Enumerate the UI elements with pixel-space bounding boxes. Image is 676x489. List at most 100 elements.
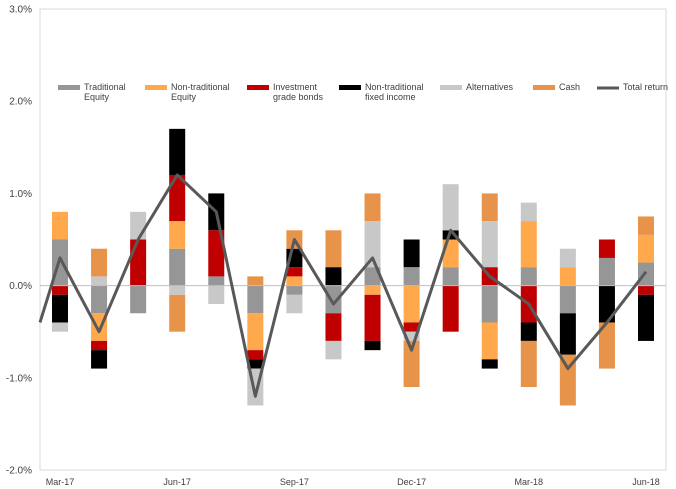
bar-segment-series-5-cat-3 bbox=[169, 294, 186, 332]
bar-segment-series-4-cat-11 bbox=[481, 221, 498, 268]
bar-segment-series-5-cat-5 bbox=[247, 276, 264, 286]
bar-segment-series-3-cat-3 bbox=[169, 128, 186, 175]
bar-segment-series-0-cat-13 bbox=[559, 285, 576, 314]
bar-segment-series-3-cat-12 bbox=[520, 322, 537, 341]
legend-label-4: Alternatives bbox=[466, 82, 514, 92]
bar-segment-series-2-cat-15 bbox=[638, 285, 654, 295]
bar-segment-series-4-cat-8 bbox=[364, 221, 381, 268]
x-tick-label: Jun-17 bbox=[163, 477, 191, 487]
bar-segment-series-3-cat-11 bbox=[481, 359, 498, 369]
bar-segment-series-0-cat-8 bbox=[364, 267, 381, 286]
legend-label-2: Investment grade bonds bbox=[273, 82, 324, 102]
x-axis: Mar-17 Jun-17 Sep-17 Dec-17 Mar-18 Jun-18 bbox=[46, 477, 660, 487]
bar-segment-series-0-cat-10 bbox=[442, 267, 459, 286]
bar-segment-series-2-cat-1 bbox=[91, 340, 108, 351]
bar-segment-series-5-cat-12 bbox=[520, 340, 537, 388]
legend-swatch-2 bbox=[247, 85, 269, 90]
bar-segment-series-0-cat-6 bbox=[286, 285, 303, 295]
bar-segment-series-2-cat-2 bbox=[130, 239, 147, 286]
bar-segment-series-1-cat-6 bbox=[286, 276, 303, 286]
bar-segment-series-2-cat-10 bbox=[442, 285, 459, 332]
y-tick-label: -1.0% bbox=[6, 373, 32, 384]
x-tick-label: Mar-18 bbox=[515, 477, 544, 487]
bar-segment-series-1-cat-12 bbox=[520, 221, 537, 268]
bar-segment-series-0-cat-4 bbox=[208, 276, 225, 286]
bar-segment-series-0-cat-9 bbox=[403, 267, 420, 286]
bar-segment-series-5-cat-9 bbox=[403, 340, 420, 388]
legend-label-3: Non-traditional fixed income bbox=[365, 82, 424, 102]
bar-segment-series-5-cat-11 bbox=[481, 193, 498, 222]
bar-segment-series-4-cat-12 bbox=[520, 202, 537, 222]
y-tick-label: 2.0% bbox=[9, 97, 32, 108]
x-tick-label: Jun-18 bbox=[632, 477, 660, 487]
bar-segment-series-1-cat-0 bbox=[52, 211, 68, 240]
bar-segment-series-0-cat-12 bbox=[520, 267, 537, 286]
legend-swatch-3 bbox=[339, 85, 361, 90]
bar-segment-series-3-cat-5 bbox=[247, 359, 264, 369]
legend-label-1: Non-traditional Equity bbox=[171, 82, 230, 102]
legend-swatch-0 bbox=[58, 85, 80, 90]
y-axis: -2.0% -1.0% 0.0% 1.0% 2.0% 3.0% bbox=[6, 5, 32, 477]
bar-segment-series-2-cat-5 bbox=[247, 350, 264, 360]
x-tick-label: Mar-17 bbox=[46, 477, 75, 487]
bar-segment-series-2-cat-7 bbox=[325, 313, 342, 341]
bar-segment-series-1-cat-13 bbox=[559, 267, 576, 286]
bar-segment-series-4-cat-1 bbox=[91, 276, 108, 286]
bar-segment-series-2-cat-3 bbox=[169, 174, 186, 222]
bar-segment-series-4-cat-4 bbox=[208, 285, 225, 305]
bar-segment-series-5-cat-14 bbox=[598, 322, 615, 369]
x-tick-label: Sep-17 bbox=[280, 477, 309, 487]
bar-segment-series-2-cat-8 bbox=[364, 294, 381, 341]
legend-swatch-5 bbox=[533, 85, 555, 90]
legend-swatch-1 bbox=[145, 85, 167, 90]
bar-segment-series-4-cat-10 bbox=[442, 184, 459, 231]
bar-segment-series-1-cat-3 bbox=[169, 221, 186, 249]
legend-label-5: Cash bbox=[559, 82, 580, 92]
bar-segment-series-0-cat-11 bbox=[481, 285, 498, 323]
bar-segment-series-3-cat-15 bbox=[638, 294, 654, 341]
bar-segment-series-0-cat-3 bbox=[169, 248, 186, 286]
bar-segment-series-3-cat-1 bbox=[91, 350, 108, 369]
bar-segment-series-4-cat-6 bbox=[286, 294, 303, 314]
y-tick-label: 0.0% bbox=[9, 281, 32, 292]
y-tick-label: -2.0% bbox=[6, 466, 32, 477]
bar-segment-series-2-cat-4 bbox=[208, 230, 225, 277]
bar-segment-series-1-cat-15 bbox=[638, 234, 654, 263]
bar-segment-series-5-cat-1 bbox=[91, 248, 108, 277]
bar-segment-series-1-cat-11 bbox=[481, 322, 498, 360]
x-tick-label: Dec-17 bbox=[397, 477, 426, 487]
bar-segment-series-1-cat-8 bbox=[364, 285, 381, 295]
bar-segment-series-0-cat-2 bbox=[130, 285, 147, 314]
bar-segment-series-3-cat-9 bbox=[403, 239, 420, 268]
y-tick-label: 1.0% bbox=[9, 189, 32, 200]
bar-segment-series-1-cat-9 bbox=[403, 285, 420, 323]
bar-segment-series-2-cat-14 bbox=[598, 239, 615, 258]
bar-segment-series-3-cat-0 bbox=[52, 294, 68, 323]
legend-label-total-return: Total return bbox=[623, 82, 668, 92]
bar-segment-series-2-cat-6 bbox=[286, 267, 303, 277]
total-return-line-layer bbox=[38, 173, 648, 398]
legend-swatch-4 bbox=[440, 85, 462, 90]
plot-area bbox=[39, 8, 667, 471]
bar-segment-series-4-cat-2 bbox=[130, 211, 147, 240]
legend: Traditional Equity Non-traditional Equity In… bbox=[58, 82, 668, 102]
bar-segment-series-3-cat-14 bbox=[598, 285, 615, 323]
bar-segment-series-5-cat-8 bbox=[364, 193, 381, 222]
bar-segment-series-4-cat-9 bbox=[403, 331, 420, 341]
bar-segment-series-3-cat-7 bbox=[325, 267, 342, 286]
legend-label-0: Traditional Equity bbox=[84, 82, 126, 102]
bar-segment-series-1-cat-5 bbox=[247, 313, 264, 351]
bar-segment-series-2-cat-0 bbox=[52, 285, 68, 295]
bar-segment-series-3-cat-13 bbox=[559, 313, 576, 355]
bar-segment-series-0-cat-7 bbox=[325, 285, 342, 314]
bar-segment-series-4-cat-3 bbox=[169, 285, 186, 295]
bar-segment-series-4-cat-7 bbox=[325, 340, 342, 360]
bar-segment-series-4-cat-0 bbox=[52, 322, 68, 332]
bar-segment-series-0-cat-5 bbox=[247, 285, 264, 314]
bar-segment-series-2-cat-9 bbox=[403, 322, 420, 332]
bar-segment-series-5-cat-13 bbox=[559, 354, 576, 406]
total-return-line bbox=[38, 173, 648, 398]
bar-segment-series-5-cat-7 bbox=[325, 230, 342, 268]
bar-segment-series-0-cat-14 bbox=[598, 257, 615, 286]
